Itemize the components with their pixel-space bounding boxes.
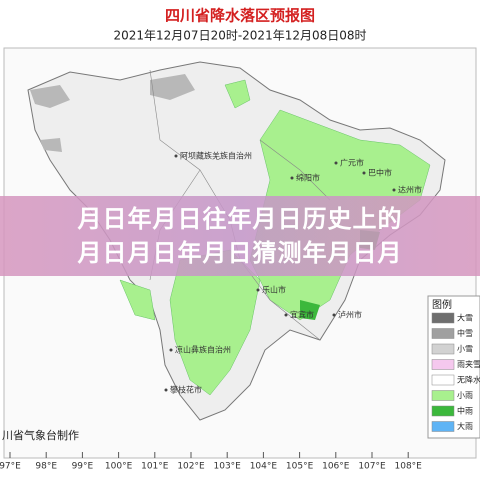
credit: 川省气象台制作 — [2, 428, 79, 442]
longitude-label: 104°E — [250, 462, 278, 472]
legend-swatch — [431, 421, 455, 432]
legend-label: 大雪 — [457, 313, 473, 323]
city-label: 泸州市 — [338, 310, 362, 320]
legend-swatch — [431, 343, 455, 355]
city-dot — [256, 288, 260, 292]
longitude-label: 102°E — [177, 462, 205, 472]
overlay-line: 月日年月日往年月日历史上的 — [77, 205, 403, 233]
city-label: 绵阳市 — [296, 173, 320, 183]
city-label: 巴中市 — [368, 168, 392, 178]
legend-title: 图例 — [432, 298, 452, 311]
city-dot — [334, 161, 338, 165]
city-label: 宜宾市 — [290, 310, 314, 320]
longitude-label: 107°E — [358, 462, 386, 472]
city-label: 凉山彝族自治州 — [175, 345, 231, 355]
legend-label: 小雨 — [457, 391, 473, 400]
city-dot — [362, 171, 366, 175]
longitude-label: 106°E — [322, 462, 350, 472]
legend-swatch — [431, 390, 455, 401]
longitude-label: 98°E — [35, 462, 57, 472]
legend-label: 大雨 — [457, 421, 473, 431]
legend-swatch — [431, 359, 455, 370]
snow-area — [30, 74, 195, 152]
city-dot — [392, 188, 396, 192]
city-label: 达州市 — [398, 185, 422, 195]
legend-label: 无降水 — [457, 375, 480, 385]
longitude-label: 101°E — [141, 462, 169, 472]
legend-label: 中雪 — [457, 328, 473, 338]
map-title: 四川省降水落区预报图 — [165, 7, 315, 25]
city-dot — [332, 313, 336, 317]
overlay-banner: 月日年月日往年月日历史上的 月日月日年月日猜测年月日月 — [0, 196, 480, 276]
legend-swatch — [431, 328, 455, 339]
legend-label: 中雨 — [457, 406, 473, 416]
legend-swatch — [431, 374, 455, 386]
overlay-line: 月日月日年月日猜测年月日月 — [77, 239, 403, 267]
map-subtitle: 2021年12月07日20时-2021年12月08日08时 — [113, 29, 366, 43]
legend-swatch — [431, 312, 455, 324]
longitude-label: 103°E — [214, 462, 242, 472]
city-label: 乐山市 — [262, 285, 286, 295]
longitude-label: 99°E — [72, 462, 94, 472]
longitude-label: 108°E — [395, 462, 423, 472]
city-dot — [169, 348, 173, 352]
city-label: 阿坝藏族羌族自治州 — [180, 151, 252, 161]
city-dot — [174, 154, 178, 158]
longitude-label: 100°E — [105, 462, 133, 472]
legend-label: 小雪 — [457, 345, 473, 354]
city-label: 攀枝花市 — [170, 385, 202, 395]
legend-label: 雨夹雪 — [457, 359, 480, 369]
longitude-label: 97°E — [0, 462, 21, 472]
longitude-label: 105°E — [286, 462, 314, 472]
city-label: 广元市 — [340, 158, 364, 168]
city-dot — [284, 313, 288, 317]
city-dot — [290, 176, 294, 180]
city-dot — [164, 388, 168, 392]
boundaries — [149, 69, 331, 341]
legend-swatch — [431, 405, 455, 417]
